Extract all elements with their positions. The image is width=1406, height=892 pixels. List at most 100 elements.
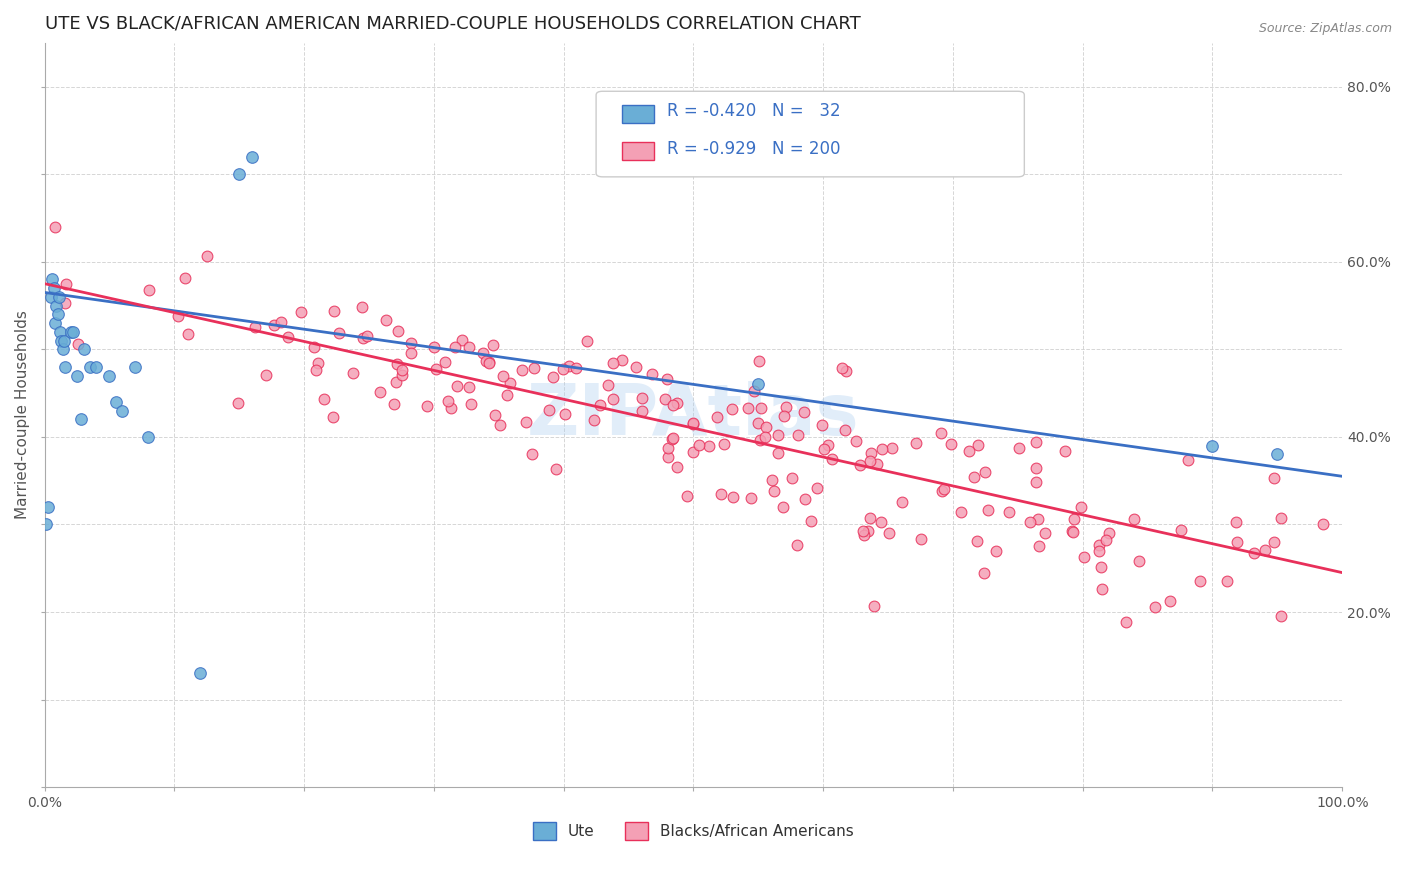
Point xyxy=(478,356,501,370)
Point xyxy=(1123,511,1146,525)
Point xyxy=(558,359,581,374)
Point xyxy=(630,392,652,406)
Point xyxy=(682,416,704,430)
Point xyxy=(747,416,769,430)
Point xyxy=(706,410,728,425)
Point xyxy=(312,392,335,406)
Point xyxy=(195,249,218,263)
Point xyxy=(657,450,679,465)
Point xyxy=(1033,526,1056,541)
Point xyxy=(1270,608,1292,623)
FancyBboxPatch shape xyxy=(596,91,1025,177)
Point xyxy=(446,379,468,393)
Point xyxy=(662,398,685,412)
Point xyxy=(1025,435,1047,450)
Point xyxy=(458,340,481,354)
Point xyxy=(460,397,482,411)
Point xyxy=(66,368,89,383)
Point xyxy=(457,380,479,394)
Point xyxy=(53,359,76,374)
Point xyxy=(520,447,543,461)
Point xyxy=(328,326,350,340)
Point xyxy=(399,336,422,351)
Point xyxy=(723,490,745,504)
Point xyxy=(70,412,93,426)
Point xyxy=(780,471,803,485)
Text: UTE VS BLACK/AFRICAN AMERICAN MARRIED-COUPLE HOUSEHOLDS CORRELATION CHART: UTE VS BLACK/AFRICAN AMERICAN MARRIED-CO… xyxy=(45,15,860,33)
Point xyxy=(546,462,568,476)
Point xyxy=(657,442,679,456)
Point xyxy=(872,442,894,456)
Point xyxy=(666,395,689,409)
Point xyxy=(817,437,839,451)
Point xyxy=(859,454,882,468)
Point xyxy=(356,328,378,343)
Point xyxy=(55,277,77,292)
Point xyxy=(188,666,211,681)
Point xyxy=(1062,524,1084,538)
Text: R = -0.929   N = 200: R = -0.929 N = 200 xyxy=(668,139,841,158)
Point xyxy=(79,359,101,374)
Point xyxy=(957,444,980,458)
Point xyxy=(496,388,519,402)
Point xyxy=(1070,500,1092,515)
Point xyxy=(786,538,808,552)
Point xyxy=(630,404,652,418)
Point xyxy=(880,441,903,455)
Point xyxy=(859,445,882,459)
Point xyxy=(624,360,647,375)
Point xyxy=(1144,600,1167,615)
Point xyxy=(437,393,460,408)
Point xyxy=(1189,574,1212,588)
Point xyxy=(1253,543,1275,558)
Point xyxy=(977,502,1000,516)
Point xyxy=(973,566,995,580)
Point xyxy=(352,331,374,345)
Point xyxy=(440,401,463,415)
Point xyxy=(307,356,329,370)
Point xyxy=(768,446,790,460)
Point xyxy=(52,343,75,357)
Point xyxy=(385,375,408,389)
Point xyxy=(243,319,266,334)
Point xyxy=(877,526,900,541)
Point xyxy=(391,368,413,383)
Point xyxy=(382,397,405,411)
Point xyxy=(655,372,678,386)
Point xyxy=(481,337,503,351)
Point xyxy=(46,307,69,321)
Point xyxy=(322,304,344,318)
Point xyxy=(787,428,810,442)
Point xyxy=(682,417,704,432)
Point xyxy=(484,409,506,423)
FancyBboxPatch shape xyxy=(621,142,655,161)
Point xyxy=(44,220,66,235)
Point xyxy=(966,533,988,548)
Point xyxy=(111,403,134,417)
Point xyxy=(1098,525,1121,540)
Point xyxy=(720,402,742,417)
Point xyxy=(1170,523,1192,537)
Point xyxy=(773,409,796,424)
Point xyxy=(870,515,893,529)
Point xyxy=(434,355,457,369)
Point xyxy=(489,417,512,432)
Text: R = -0.420   N =   32: R = -0.420 N = 32 xyxy=(668,103,841,120)
Point xyxy=(998,505,1021,519)
Point xyxy=(416,400,439,414)
Point xyxy=(588,399,610,413)
Point xyxy=(1128,553,1150,567)
Point xyxy=(1201,439,1223,453)
Point xyxy=(537,402,560,417)
Point xyxy=(806,481,828,495)
Point xyxy=(499,376,522,391)
Point xyxy=(682,444,704,458)
Point xyxy=(852,524,875,538)
Point xyxy=(831,361,853,376)
Point xyxy=(124,359,146,374)
Point xyxy=(749,401,772,416)
Point xyxy=(374,313,396,327)
Point xyxy=(1025,475,1047,489)
Point xyxy=(51,334,73,348)
Point xyxy=(1263,534,1285,549)
